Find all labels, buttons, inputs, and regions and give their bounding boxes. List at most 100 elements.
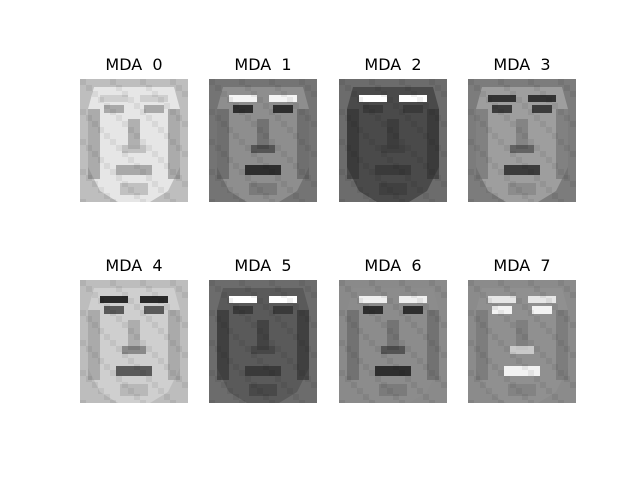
pixel-block: [98, 388, 104, 394]
pixel-block: [369, 310, 375, 316]
pixel-block: [405, 346, 411, 352]
pixel-block: [387, 157, 393, 163]
mouth: [375, 165, 411, 175]
pixel-block: [504, 175, 510, 181]
pixel-block: [486, 127, 492, 133]
eigenface-image: [80, 79, 188, 202]
pixel-block: [128, 187, 134, 193]
pixel-block: [399, 280, 405, 286]
chin: [508, 183, 536, 195]
pixel-block: [305, 346, 311, 352]
pixel-block: [540, 352, 546, 358]
pixel-block: [110, 400, 116, 403]
pixel-block: [522, 103, 528, 109]
nostrils: [381, 346, 405, 354]
pixel-block: [516, 157, 522, 163]
pixel-block: [281, 352, 287, 358]
pixel-block: [339, 199, 345, 202]
pixel-block: [80, 109, 86, 115]
pixel-block: [176, 115, 182, 121]
eigenface-image: [80, 280, 188, 403]
pixel-block: [399, 169, 405, 175]
pixel-block: [140, 400, 146, 403]
pixel-block: [375, 346, 381, 352]
pixel-block: [251, 151, 257, 157]
left-cheek-shade: [347, 310, 359, 380]
pixel-block: [182, 181, 188, 187]
pixel-block: [417, 97, 423, 103]
pixel-block: [441, 181, 447, 187]
pixel-block: [227, 388, 233, 394]
pixel-block: [209, 340, 215, 346]
pixel-block: [411, 91, 417, 97]
pixel-block: [435, 316, 441, 322]
pixel-block: [164, 103, 170, 109]
pixel-block: [215, 115, 221, 121]
eigenface-image: [209, 280, 317, 403]
pixel-block: [116, 316, 122, 322]
pixel-block: [429, 109, 435, 115]
nose: [257, 119, 269, 149]
pixel-block: [92, 91, 98, 97]
pixel-block: [92, 292, 98, 298]
pixel-block: [263, 364, 269, 370]
pixel-block: [263, 394, 269, 400]
pixel-block: [140, 280, 146, 286]
pixel-block: [570, 382, 576, 388]
right-cheek-shade: [427, 109, 439, 179]
pixel-block: [281, 382, 287, 388]
mouth: [375, 366, 411, 376]
pixel-block: [233, 133, 239, 139]
pixel-block: [293, 334, 299, 340]
pixel-block: [86, 376, 92, 382]
pixel-block: [209, 169, 215, 175]
pixel-block: [393, 364, 399, 370]
pixel-block: [170, 79, 176, 85]
eigenface-image: [468, 79, 576, 202]
left-eye: [104, 306, 124, 314]
panel-title: MDA 5: [234, 256, 292, 275]
pixel-block: [480, 322, 486, 328]
pixel-block: [215, 85, 221, 91]
pixel-block: [492, 103, 498, 109]
pixel-block: [140, 169, 146, 175]
pixel-block: [263, 163, 269, 169]
pixel-block: [152, 181, 158, 187]
pixel-block: [209, 139, 215, 145]
pixel-block: [540, 181, 546, 187]
nose: [257, 320, 269, 350]
pixel-block: [399, 400, 405, 403]
pixel-block: [158, 187, 164, 193]
panel-title: MDA 1: [234, 55, 292, 74]
pixel-block: [80, 199, 86, 202]
pixel-block: [468, 109, 474, 115]
pixel-block: [176, 286, 182, 292]
pixel-block: [339, 370, 345, 376]
pixel-block: [369, 370, 375, 376]
pixel-block: [558, 109, 564, 115]
pixel-block: [311, 322, 317, 328]
pixel-block: [570, 181, 576, 187]
pixel-block: [245, 175, 251, 181]
pixel-block: [558, 340, 564, 346]
pixel-block: [375, 175, 381, 181]
pixel-block: [441, 352, 447, 358]
panel-title: MDA 4: [105, 256, 163, 275]
pixel-block: [522, 304, 528, 310]
pixel-block: [110, 199, 116, 202]
pixel-block: [351, 91, 357, 97]
pixel-block: [293, 133, 299, 139]
pixel-block: [176, 175, 182, 181]
pixel-block: [215, 145, 221, 151]
pixel-block: [504, 286, 510, 292]
pixel-block: [170, 280, 176, 286]
left-brow: [359, 296, 387, 303]
pixel-block: [158, 97, 164, 103]
pixel-block: [498, 139, 504, 145]
pixel-block: [104, 193, 110, 199]
pixel-block: [468, 199, 474, 202]
pixel-block: [552, 193, 558, 199]
right-brow: [528, 95, 556, 102]
pixel-block: [393, 133, 399, 139]
pixel-block: [339, 340, 345, 346]
